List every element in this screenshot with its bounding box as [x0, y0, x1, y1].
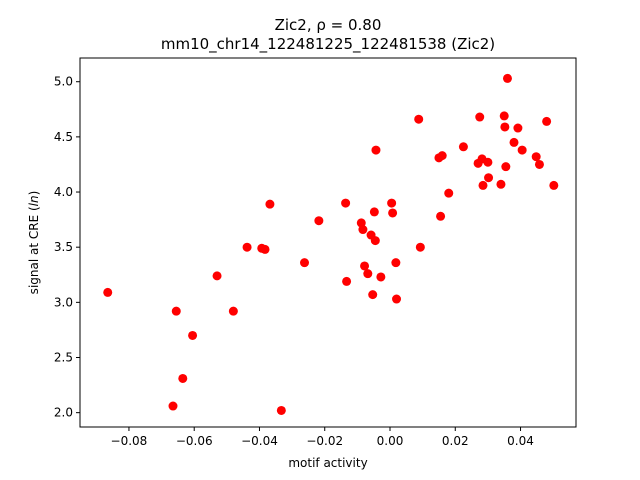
data-point	[228, 306, 238, 316]
y-axis-label-unit: ln	[27, 195, 41, 206]
data-point	[242, 242, 252, 252]
data-point	[388, 208, 398, 218]
data-point	[501, 162, 511, 172]
data-point	[371, 145, 381, 155]
x-tick-label: 0.02	[442, 434, 469, 448]
y-tick-label: 3.0	[54, 295, 73, 309]
y-tick-label: 5.0	[54, 75, 73, 89]
data-point	[500, 122, 510, 132]
data-point	[509, 137, 519, 147]
data-point	[496, 179, 506, 189]
data-point	[370, 236, 380, 246]
data-point	[414, 114, 424, 124]
data-point	[276, 405, 286, 415]
y-tick-label: 2.0	[54, 406, 73, 420]
chart-title-line1: Zic2, ρ = 0.80	[275, 16, 382, 34]
data-point	[376, 272, 386, 282]
y-tick-label: 3.5	[54, 240, 73, 254]
data-point	[391, 258, 401, 268]
data-point	[483, 157, 493, 167]
data-point	[437, 151, 447, 161]
chart-title-line2: mm10_chr14_122481225_122481538 (Zic2)	[161, 35, 495, 54]
data-point	[542, 116, 552, 126]
data-point	[499, 111, 509, 121]
data-point	[171, 306, 181, 316]
data-point	[444, 188, 454, 198]
data-point	[387, 198, 397, 208]
y-tick-label: 2.5	[54, 351, 73, 365]
x-tick-label: 0.00	[377, 434, 404, 448]
data-point	[478, 180, 488, 190]
data-point	[475, 112, 485, 122]
data-point	[363, 269, 373, 279]
data-points	[103, 73, 559, 415]
data-point	[168, 401, 178, 411]
data-point	[534, 159, 544, 169]
y-tick-label: 4.0	[54, 185, 73, 199]
data-point	[517, 145, 527, 155]
data-point	[212, 271, 222, 281]
y-axis-label-prefix: signal at CRE (	[27, 206, 41, 294]
data-point	[415, 242, 425, 252]
data-point	[369, 207, 379, 217]
data-point	[341, 198, 351, 208]
data-point	[368, 290, 378, 300]
data-point	[314, 216, 324, 226]
data-point	[484, 173, 494, 183]
x-axis-label: motif activity	[288, 456, 367, 470]
data-point	[531, 152, 541, 162]
data-point	[358, 225, 368, 235]
y-axis-label-suffix: )	[27, 191, 41, 196]
x-tick-label: 0.04	[507, 434, 534, 448]
x-tick-label: −0.06	[176, 434, 213, 448]
x-tick-label: −0.02	[306, 434, 343, 448]
data-point	[188, 330, 198, 340]
data-point	[103, 287, 113, 297]
data-point	[392, 294, 402, 304]
y-tick-label: 4.5	[54, 130, 73, 144]
data-point	[502, 73, 512, 83]
x-tick-label: −0.08	[111, 434, 148, 448]
data-point	[360, 261, 370, 271]
data-point	[178, 373, 188, 383]
data-point	[260, 244, 270, 254]
data-point	[549, 180, 559, 190]
data-point	[300, 258, 310, 268]
y-axis-ticks: 2.0 2.5 3.0 3.5 4.0 4.5 5.0	[54, 75, 80, 420]
y-axis-label: signal at CRE (ln)	[27, 191, 41, 295]
data-point	[513, 123, 523, 133]
data-point	[342, 276, 352, 286]
data-point	[458, 142, 468, 152]
axes-frame	[79, 57, 577, 428]
x-tick-label: −0.04	[241, 434, 278, 448]
data-point	[265, 199, 275, 209]
x-axis-ticks: −0.08 −0.06 −0.04 −0.02 0.00 0.02 0.04	[111, 427, 534, 448]
data-point	[436, 211, 446, 221]
